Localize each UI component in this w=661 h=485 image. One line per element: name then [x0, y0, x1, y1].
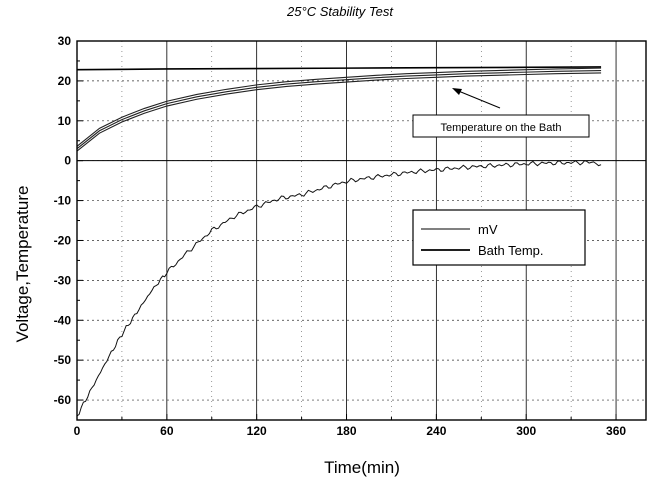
- legend-label: mV: [478, 222, 498, 237]
- x-tick-label: 300: [516, 424, 536, 438]
- y-tick-label: 0: [64, 154, 71, 168]
- series-bath-temp-line: [76, 66, 602, 71]
- plot-frame: [76, 40, 647, 421]
- y-tick-label: -30: [54, 273, 72, 287]
- legend: mV Bath Temp.: [412, 209, 586, 266]
- series-layer: [76, 66, 602, 417]
- y-tick-label: -40: [54, 313, 72, 327]
- x-axis-label: Time(min): [324, 458, 400, 477]
- annotation-box: [412, 114, 590, 138]
- x-tick-label: 60: [160, 424, 174, 438]
- y-axis-label: Voltage,Temperature: [13, 186, 32, 343]
- y-tick-label: 20: [58, 74, 72, 88]
- annotation-arrow-head: [452, 88, 462, 95]
- y-tick-label: -20: [54, 233, 72, 247]
- series-mv-line: [76, 160, 602, 417]
- series-temperature-on-bath-line-2: [76, 69, 602, 150]
- legend-label: Bath Temp.: [478, 243, 544, 258]
- annotation-text: Temperature on the Bath: [440, 122, 561, 134]
- ticks-layer: 0 60 120 180 240 300 360 30 20 10 0 -10 -20 -30 -40 -50…: [54, 34, 627, 438]
- series-temperature-on-bath-line-3: [76, 67, 602, 147]
- series-temperature-on-bath-line-1: [76, 72, 602, 152]
- y-tick-label: -10: [54, 194, 72, 208]
- x-tick-label: 240: [426, 424, 446, 438]
- y-tick-label: -50: [54, 353, 72, 367]
- y-tick-label: -60: [54, 393, 72, 407]
- y-tick-label: 10: [58, 114, 72, 128]
- y-tick-label: 30: [58, 34, 72, 48]
- annotation-layer: Temperature on the Bath: [412, 88, 590, 138]
- annotation-arrow-line: [455, 89, 501, 109]
- x-tick-label: 0: [74, 424, 81, 438]
- x-tick-label: 180: [337, 424, 357, 438]
- axes-layer: [76, 40, 647, 421]
- x-tick-label: 120: [247, 424, 267, 438]
- x-tick-label: 360: [606, 424, 626, 438]
- chart-title: 25°C Stability Test: [286, 4, 394, 19]
- legend-box: [412, 209, 586, 266]
